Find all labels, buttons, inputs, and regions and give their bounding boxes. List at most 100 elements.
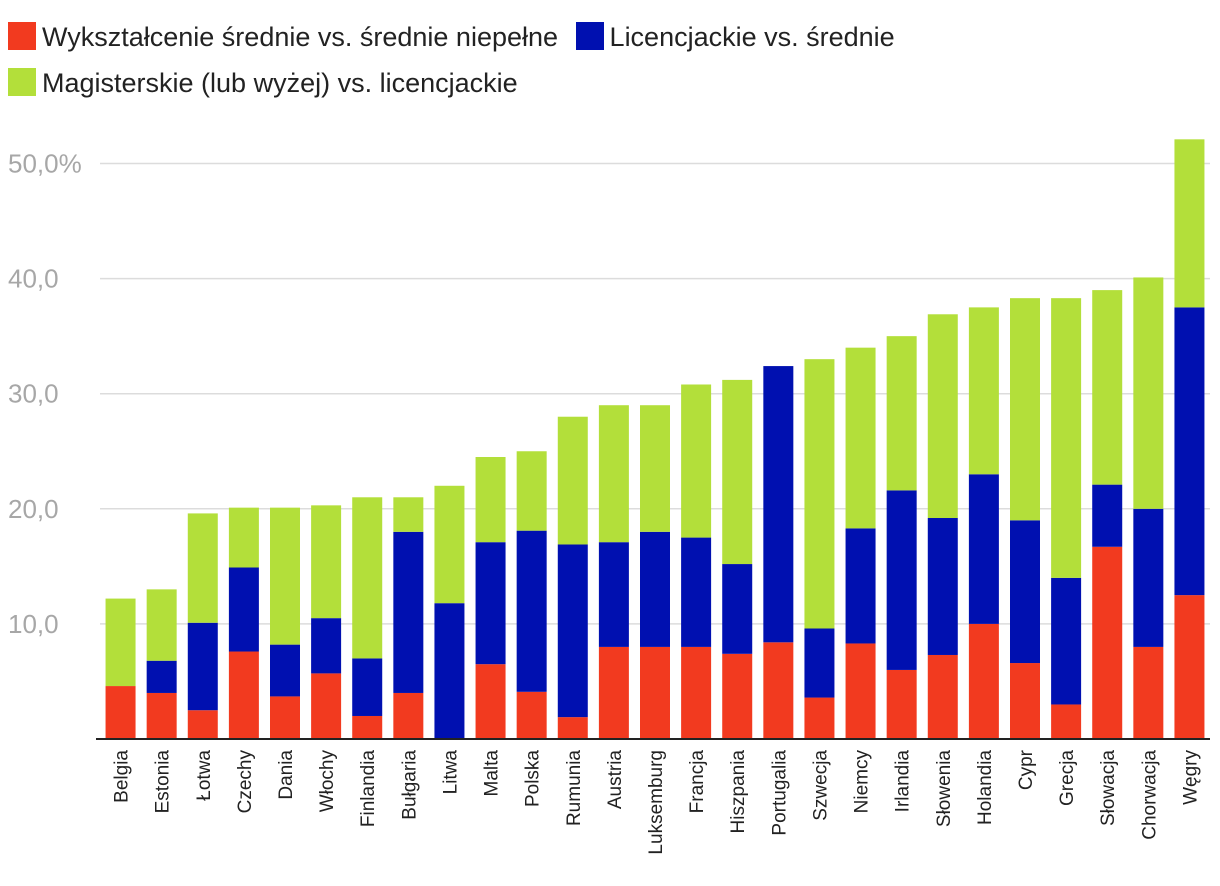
- x-tick-label: Irlandia: [893, 750, 914, 813]
- bars: [105, 139, 1205, 739]
- bar-segment-0: [598, 646, 629, 739]
- bar-segment-2: [886, 336, 917, 491]
- x-tick-label: Łotwa: [194, 750, 215, 801]
- bar-segment-1: [640, 531, 670, 647]
- x-tick-label: Chorwacja: [1139, 750, 1160, 840]
- bar-segment-0: [845, 643, 876, 739]
- x-tick-label: Hiszpania: [728, 750, 749, 834]
- bar-segment-0: [968, 623, 999, 739]
- x-tick-label: Litwa: [440, 750, 461, 795]
- legend-label-master: Magisterskie (lub wyżej) vs. licencjacki…: [42, 68, 518, 98]
- x-tick-label: Węgry: [1180, 750, 1201, 805]
- bar-segment-0: [640, 646, 670, 739]
- bar-segment-1: [270, 644, 300, 697]
- bar-segment-1: [434, 603, 465, 739]
- x-tick-label: Grecja: [1057, 750, 1078, 806]
- y-tick-label: 10,0: [8, 609, 59, 639]
- bar-segment-0: [927, 654, 958, 739]
- x-tick-label: Słowenia: [934, 750, 955, 828]
- bar-segment-2: [228, 507, 259, 568]
- bar-segment-1: [886, 490, 917, 670]
- bar-segment-0: [1133, 646, 1164, 739]
- y-tick-label: 30,0: [8, 379, 59, 409]
- bar-segment-0: [1174, 595, 1205, 739]
- bar-segment-2: [804, 359, 835, 629]
- bar-segment-1: [557, 544, 588, 718]
- bar-segment-2: [557, 416, 588, 545]
- x-tick-label: Czechy: [235, 750, 256, 814]
- x-tick-label: Rumunia: [564, 750, 585, 826]
- y-tick-label: 40,0: [8, 264, 59, 294]
- bar-segment-0: [722, 653, 753, 739]
- bar-segment-1: [804, 628, 835, 698]
- bar-segment-2: [640, 405, 670, 532]
- bar-segment-1: [352, 658, 383, 716]
- bar-segment-0: [557, 717, 588, 739]
- bar-segment-1: [722, 564, 753, 654]
- bar-segment-2: [1133, 277, 1164, 509]
- bar-segment-0: [105, 686, 136, 739]
- bar-segment-0: [804, 697, 835, 739]
- bar-segment-2: [1051, 298, 1082, 578]
- x-tick-label: Francja: [687, 750, 708, 814]
- legend-item-master: Magisterskie (lub wyżej) vs. licencjacki…: [8, 60, 518, 106]
- bar-segment-2: [1092, 290, 1123, 485]
- x-tick-label: Finlandia: [358, 750, 379, 828]
- bar-segment-1: [763, 366, 794, 643]
- bar-segment-0: [1092, 546, 1123, 739]
- bar-segment-2: [311, 505, 342, 619]
- legend-swatch-blue: [575, 22, 604, 50]
- x-tick-label: Estonia: [153, 750, 174, 814]
- legend-swatch-red: [8, 22, 36, 50]
- bar-segment-2: [516, 451, 547, 531]
- bar-segment-1: [1051, 577, 1082, 705]
- bar-segment-1: [1174, 307, 1205, 596]
- x-tick-label: Włochy: [317, 750, 338, 813]
- bar-segment-0: [763, 642, 794, 739]
- bar-segment-2: [393, 497, 424, 532]
- bar-segment-1: [845, 528, 876, 644]
- bar-segment-2: [1010, 298, 1040, 521]
- x-tick-label: Austria: [605, 750, 626, 810]
- x-axis: Belgia Estonia Łotwa Czechy Dania Włochy Finla…: [96, 738, 1210, 855]
- bar-segment-1: [516, 530, 547, 692]
- x-tick-label: Słowacja: [1098, 750, 1119, 826]
- bar-segment-2: [968, 307, 999, 475]
- bar-segment-2: [352, 497, 383, 659]
- bar-segment-2: [845, 347, 876, 529]
- bar-segment-1: [598, 542, 629, 647]
- legend-item-bachelor: Licencjackie vs. średnie: [575, 14, 895, 60]
- bar-segment-0: [1010, 663, 1040, 739]
- bar-segment-0: [393, 692, 424, 739]
- bar-segment-0: [475, 664, 506, 739]
- bar-segment-1: [1010, 520, 1040, 664]
- bar-segment-0: [352, 715, 383, 739]
- bar-segment-0: [681, 646, 712, 739]
- x-tick-label: Polska: [523, 750, 544, 807]
- bar-segment-0: [516, 691, 547, 739]
- bar-segment-2: [722, 379, 753, 565]
- bar-segment-2: [105, 598, 136, 687]
- y-tick-label: 50,0%: [8, 149, 82, 179]
- bar-segment-0: [228, 651, 259, 739]
- bar-segment-1: [146, 660, 177, 693]
- bar-segment-1: [1092, 484, 1123, 547]
- x-tick-label: Bułgaria: [399, 750, 420, 820]
- legend-swatch-green: [8, 68, 36, 96]
- x-tick-label: Luksemburg: [646, 750, 667, 855]
- legend-label-bachelor: Licencjackie vs. średnie: [609, 22, 895, 52]
- bar-segment-2: [1174, 139, 1205, 308]
- bar-segment-2: [927, 314, 958, 519]
- x-tick-label: Dania: [276, 750, 297, 800]
- bar-segment-1: [1133, 508, 1164, 647]
- x-tick-label: Portugalia: [769, 750, 790, 836]
- bar-segment-0: [886, 669, 917, 739]
- bar-segment-0: [311, 673, 342, 739]
- legend-item-secondary: Wykształcenie średnie vs. średnie niepeł…: [8, 14, 558, 60]
- x-tick-label: Cypr: [1016, 749, 1037, 790]
- bar-segment-2: [598, 405, 629, 543]
- y-tick-label: 20,0: [8, 494, 59, 524]
- bar-segment-2: [270, 507, 300, 645]
